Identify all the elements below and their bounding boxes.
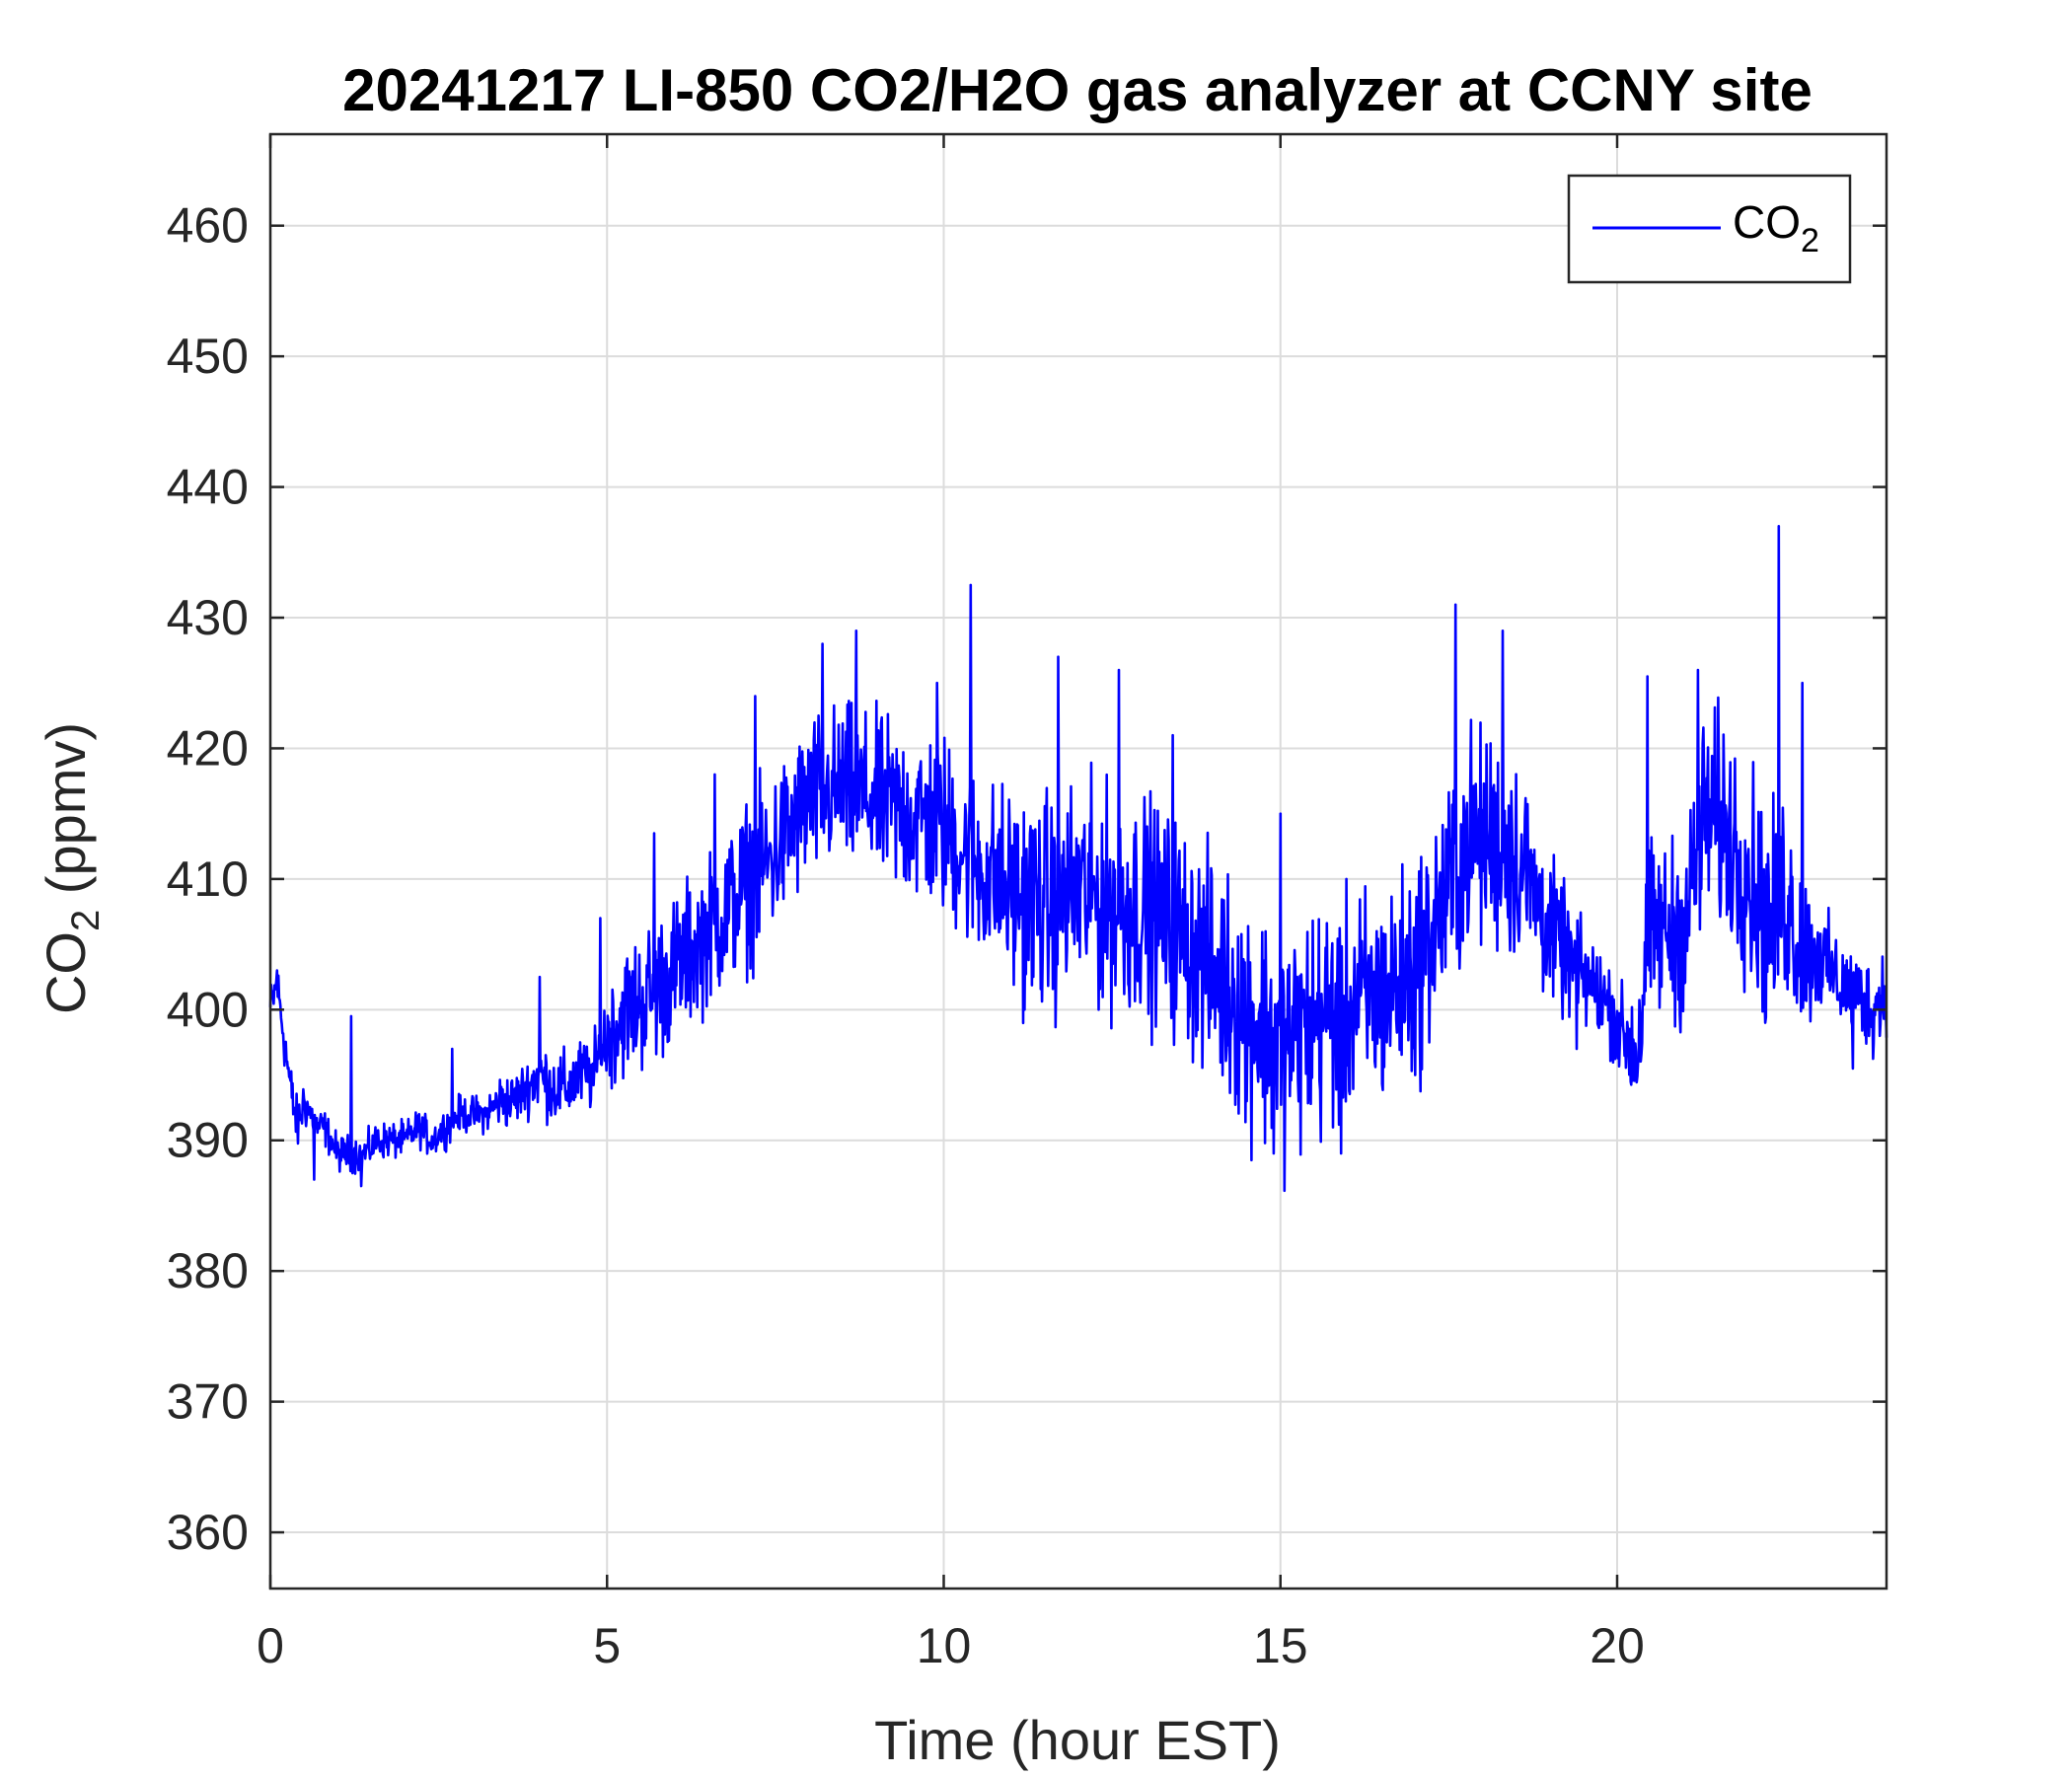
y-axis-label-rest: (ppmv) — [35, 722, 97, 910]
x-tick-label: 15 — [1253, 1618, 1308, 1673]
y-tick-label: 410 — [167, 851, 249, 907]
x-tick-label: 20 — [1590, 1618, 1645, 1673]
y-tick-label: 370 — [167, 1374, 249, 1430]
series-line-co2 — [268, 525, 1888, 1193]
y-tick-label: 360 — [167, 1505, 249, 1560]
y-tick-label: 450 — [167, 329, 249, 384]
legend-label: CO2 — [1733, 196, 1819, 259]
x-tick-label: 5 — [593, 1618, 621, 1673]
y-axis-label-sub: 2 — [64, 910, 108, 931]
y-tick-label: 380 — [167, 1243, 249, 1298]
series-layer — [268, 525, 1888, 1193]
legend: CO2 — [1567, 174, 1852, 284]
chart-title: 20241217 LI-850 CO2/H2O gas analyzer at … — [342, 57, 1813, 123]
y-axis-label: CO2 (ppmv) — [35, 722, 108, 1014]
y-tick-label: 420 — [167, 720, 249, 776]
tick-labels: 0 5 10 15 20 360 370 380 390 400 410 420 430 440 450 46… — [167, 198, 1645, 1673]
y-tick-label: 400 — [167, 982, 249, 1037]
x-tick-label: 10 — [917, 1618, 972, 1673]
legend-label-sub: 2 — [1801, 222, 1819, 259]
x-axis-label: Time (hour EST) — [874, 1709, 1281, 1771]
svg-text:CO2 (ppmv): CO2 (ppmv) — [35, 722, 108, 1014]
plot-frame — [268, 132, 1888, 1591]
x-tick-label: 0 — [257, 1618, 284, 1673]
y-tick-label: 430 — [167, 590, 249, 645]
axis-ticks — [268, 134, 1887, 1589]
legend-label-main: CO — [1733, 196, 1801, 248]
y-tick-label: 390 — [167, 1113, 249, 1168]
y-tick-label: 440 — [167, 460, 249, 515]
y-axis-label-main: CO — [35, 931, 97, 1014]
y-tick-label: 460 — [167, 198, 249, 254]
